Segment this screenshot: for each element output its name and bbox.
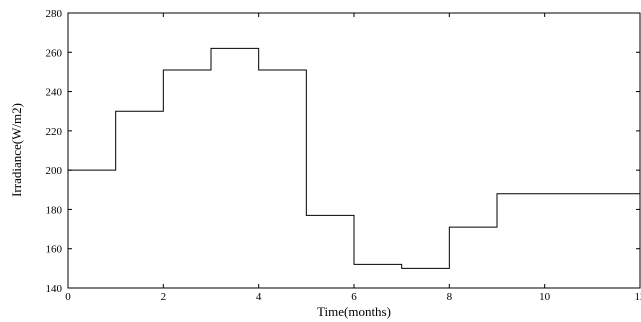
y-tick-label: 220 [46, 126, 63, 138]
plot-frame [67, 12, 641, 289]
x-tick-label: 10 [539, 291, 551, 303]
y-tick-label: 280 [46, 8, 63, 20]
x-tick-label: 12 [635, 291, 641, 303]
irradiance-step-line [68, 47, 640, 269]
y-axis-ticks: 140 160 180 200 220 240 260 280 [46, 8, 640, 295]
y-tick-label: 180 [46, 204, 63, 216]
y-tick-label: 200 [46, 165, 63, 177]
y-tick-label: 160 [46, 244, 63, 256]
x-axis-title: Time(months) [317, 304, 391, 319]
y-tick-label: 140 [46, 283, 63, 295]
x-tick-label: 2 [161, 291, 167, 303]
x-tick-label: 4 [256, 291, 262, 303]
y-tick-label: 260 [46, 47, 63, 59]
x-tick-label: 8 [447, 291, 453, 303]
y-axis-title: Irradiance(W/m2) [9, 103, 24, 197]
y-tick-label: 240 [46, 87, 63, 99]
x-tick-label: 6 [351, 291, 357, 303]
x-tick-label: 0 [65, 291, 71, 303]
